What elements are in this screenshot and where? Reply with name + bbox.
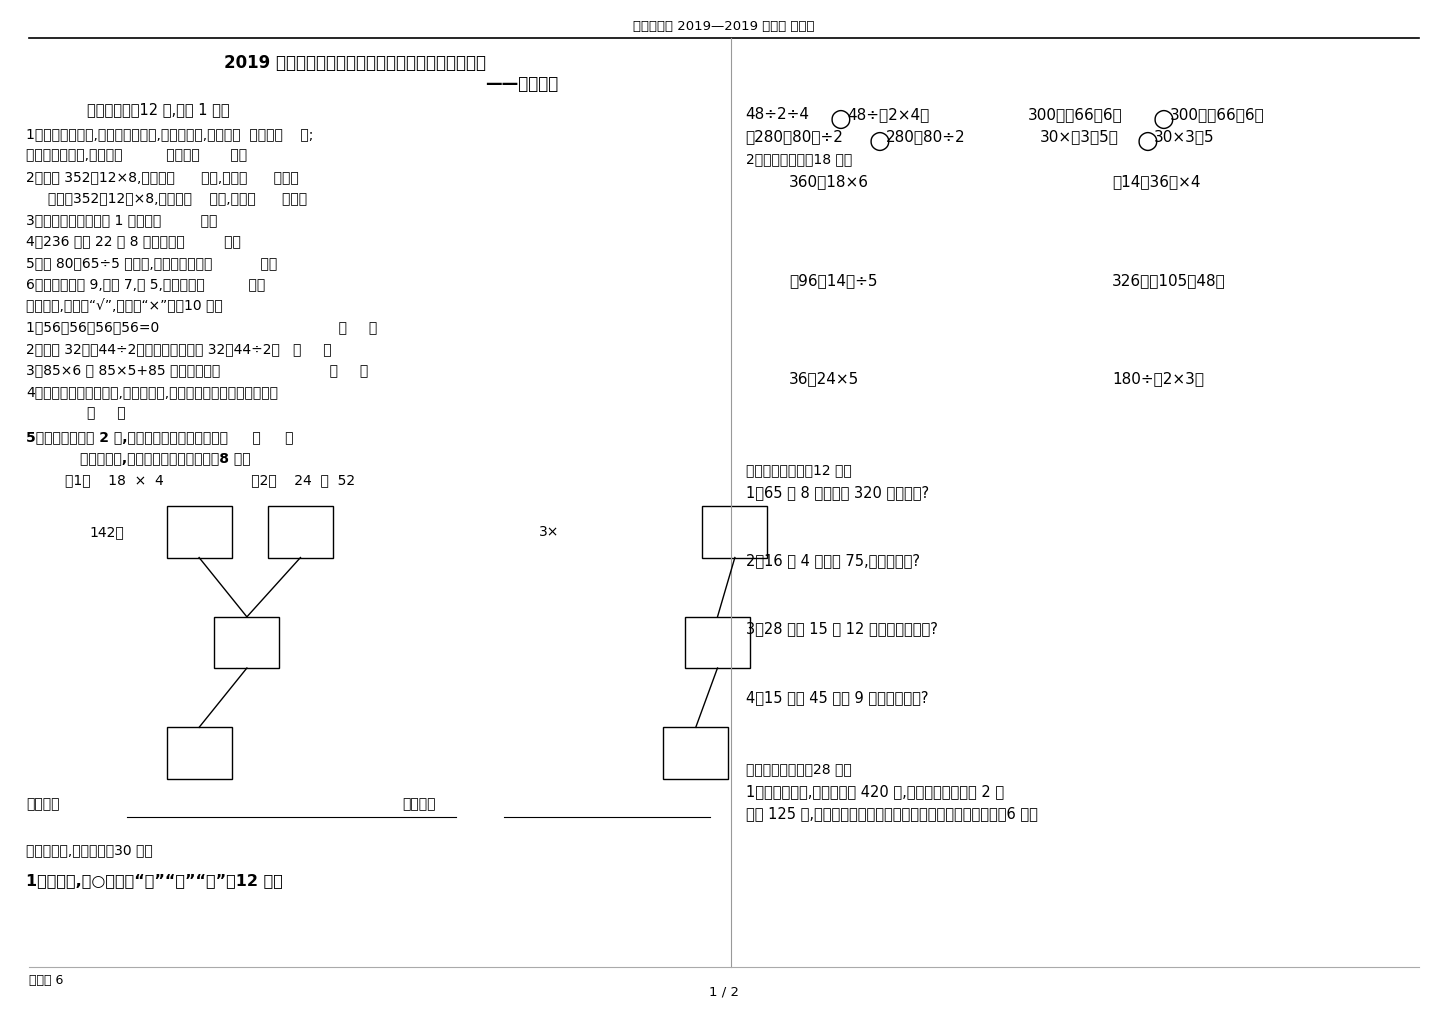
Text: （1）    18  ×  4                    （2）    24  ＋  52: （1） 18 × 4 （2） 24 ＋ 52 xyxy=(65,473,355,487)
Text: ○: ○ xyxy=(830,106,851,131)
Text: 1、56＋56－56＋56=0                                         （     ）: 1、56＋56－56＋56=0 （ ） xyxy=(26,320,378,335)
Text: ○: ○ xyxy=(869,129,891,153)
Bar xyxy=(663,727,728,779)
Bar xyxy=(167,506,232,558)
Bar xyxy=(702,506,767,558)
Text: 4、15 加上 45 除以 9 的商和是多少?: 4、15 加上 45 除以 9 的商和是多少? xyxy=(746,691,928,705)
Bar xyxy=(268,506,333,558)
Text: 48÷（2×4）: 48÷（2×4） xyxy=(847,107,930,122)
Text: 142－: 142－ xyxy=(90,525,125,539)
Text: 一、填一填（12 分,每空 1 分）: 一、填一填（12 分,每空 1 分） xyxy=(87,102,229,117)
Text: （280－80）÷2: （280－80）÷2 xyxy=(746,130,844,144)
Text: 180÷（2×3）: 180÷（2×3） xyxy=(1112,371,1205,386)
Bar xyxy=(685,617,750,668)
Text: 300－（66＋6）: 300－（66＋6） xyxy=(1170,107,1264,122)
Text: 少修 125 米,问修路队第二天修了多少米？两天共修多少米？（6 分）: 少修 125 米,问修路队第二天修了多少米？两天共修多少米？（6 分） xyxy=(746,806,1038,820)
Text: （     ）: （ ） xyxy=(87,406,126,420)
Text: 六、解决问题。（28 分）: 六、解决问题。（28 分） xyxy=(746,762,851,776)
Text: ○: ○ xyxy=(1137,129,1158,153)
Text: 如果有小括号的,要先算（          ）后算（       ）。: 如果有小括号的,要先算（ ）后算（ ）。 xyxy=(26,148,248,163)
Text: 5、甲数是乙数的 2 倍,那么乙数就是甲数的一半。     （     ）: 5、甲数是乙数的 2 倍,那么乙数就是甲数的一半。 （ ） xyxy=(26,430,294,444)
Text: 6、一个数除以 9,商是 7,余 5,这个数是（          ）。: 6、一个数除以 9,商是 7,余 5,这个数是（ ）。 xyxy=(26,277,265,292)
Text: 36＋24×5: 36＋24×5 xyxy=(789,371,860,386)
Text: 计算（352－12）×8,应先算（    ）法,再算（      ）法。: 计算（352－12）×8,应先算（ ）法,再算（ ）法。 xyxy=(26,191,307,206)
Text: 三年级 6: 三年级 6 xyxy=(29,974,64,986)
Text: 3、28 乘以 15 与 12 的差结果是多少?: 3、28 乘以 15 与 12 的差结果是多少? xyxy=(746,622,938,636)
Text: 四、想一想,做一做。（30 分）: 四、想一想,做一做。（30 分） xyxy=(26,843,153,857)
Text: 2、脱式计算。（18 分）: 2、脱式计算。（18 分） xyxy=(746,152,851,167)
Text: 30×（3＋5）: 30×（3＋5） xyxy=(1040,130,1118,144)
Text: 1、不计算,在○里填上“＞”“＜”“＝”（12 分）: 1、不计算,在○里填上“＞”“＜”“＝”（12 分） xyxy=(26,874,282,888)
Bar xyxy=(214,617,279,668)
Text: 3×: 3× xyxy=(539,525,559,539)
Text: 2019 年青岛版三年级数学上册六单元混合运算检测题: 2019 年青岛版三年级数学上册六单元混合运算检测题 xyxy=(224,54,485,73)
Text: （96＋14）÷5: （96＋14）÷5 xyxy=(789,273,877,287)
Text: 综合算式: 综合算式 xyxy=(26,797,59,811)
Text: 2、16 的 4 倍加上 75,得数是多少?: 2、16 的 4 倍加上 75,得数是多少? xyxy=(746,553,919,568)
Text: 1、65 与 8 的积减去 320 差是多少?: 1、65 与 8 的积减去 320 差是多少? xyxy=(746,486,928,500)
Text: 326－（105＋48）: 326－（105＋48） xyxy=(1112,273,1226,287)
Text: 5、在 80＋65÷5 算式中,第一步结果是（           ）。: 5、在 80＋65÷5 算式中,第一步结果是（ ）。 xyxy=(26,256,278,270)
Text: 3、85×6 与 85×5+85 的得数相等。                         （     ）: 3、85×6 与 85×5+85 的得数相等。 （ ） xyxy=(26,363,368,377)
Text: 二、判断,对的打“√”,错的打“×”。（10 分）: 二、判断,对的打“√”,错的打“×”。（10 分） xyxy=(26,299,223,313)
Text: 4、236 减去 22 与 8 的积差是（         ）。: 4、236 减去 22 与 8 的积差是（ ）。 xyxy=(26,234,240,249)
Text: 30×3＋5: 30×3＋5 xyxy=(1154,130,1215,144)
Text: 1、一个修路队,第一天修了 420 米,第二天比第一天的 2 倍: 1、一个修路队,第一天修了 420 米,第二天比第一天的 2 倍 xyxy=(746,785,1003,799)
Text: ——混合运算: ——混合运算 xyxy=(485,75,557,93)
Text: 1、在一个算式里,如果既有加减法,又有乘除法,要先算（  ）后算（    ）;: 1、在一个算式里,如果既有加减法,又有乘除法,要先算（ ）后算（ ）; xyxy=(26,127,313,141)
Text: （14＋36）×4: （14＋36）×4 xyxy=(1112,175,1200,189)
Text: 360－18×6: 360－18×6 xyxy=(789,175,869,189)
Text: 2、算式 32－（44÷2）能省去小括号为 32－44÷2。   （     ）: 2、算式 32－（44÷2）能省去小括号为 32－44÷2。 （ ） xyxy=(26,342,332,356)
Text: 1 / 2: 1 / 2 xyxy=(710,986,738,998)
Text: 五、列式计算。（12 分）: 五、列式计算。（12 分） xyxy=(746,463,851,478)
Bar xyxy=(167,727,232,779)
Text: 3、比最大的三位数多 1 的数是（         ）。: 3、比最大的三位数多 1 的数是（ ）。 xyxy=(26,213,217,227)
Text: 三、填一填,列出综合算式并计算。（8 分）: 三、填一填,列出综合算式并计算。（8 分） xyxy=(80,451,251,465)
Text: 48÷2÷4: 48÷2÷4 xyxy=(746,107,809,122)
Text: 300－（66－6）: 300－（66－6） xyxy=(1028,107,1122,122)
Text: 280－80÷2: 280－80÷2 xyxy=(886,130,966,144)
Text: 2、计算 352－12×8,应先算（      ）法,再算（      ）法。: 2、计算 352－12×8,应先算（ ）法,再算（ ）法。 xyxy=(26,170,298,184)
Text: 4、在没有括号的算式里,只有乘除法,应按照从左到右的顺序计算。: 4、在没有括号的算式里,只有乘除法,应按照从左到右的顺序计算。 xyxy=(26,385,278,399)
Text: 青岛版数学 2019—2019 学年第 一学期: 青岛版数学 2019—2019 学年第 一学期 xyxy=(633,20,815,33)
Text: ○: ○ xyxy=(1153,106,1174,131)
Text: 综合算式: 综合算式 xyxy=(403,797,436,811)
